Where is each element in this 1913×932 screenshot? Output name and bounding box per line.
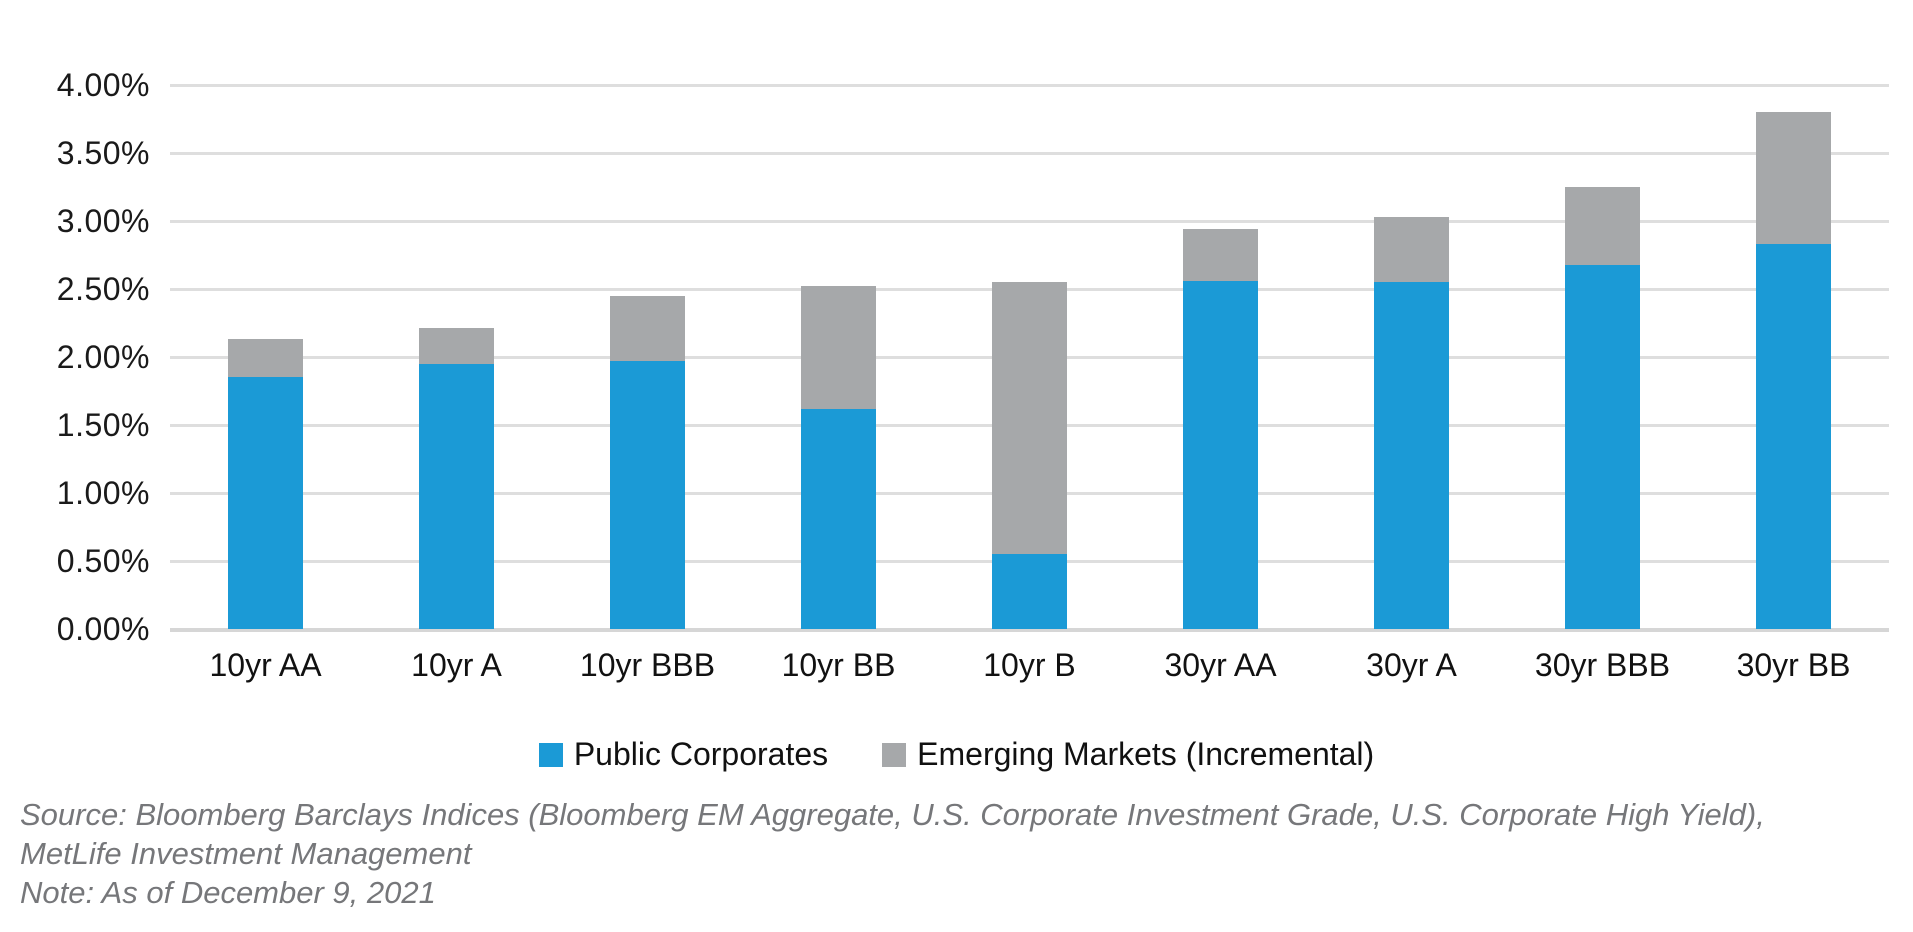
x-axis-baseline: [170, 628, 1889, 632]
y-axis-tick-label: 3.50%: [56, 135, 150, 171]
legend-swatch-emerging-markets-incremental-icon: [882, 742, 907, 767]
y-axis-tick-label: 1.00%: [56, 475, 150, 511]
gridline: [170, 220, 1889, 223]
bar-segment-public-corporates-30yr-a: [1374, 282, 1449, 629]
bar-group-10yr-b: [934, 85, 1125, 629]
y-axis-tick-label: 3.00%: [56, 203, 150, 239]
x-axis-category-label-10yr-a: 10yr A: [411, 647, 502, 683]
x-axis-category-label-30yr-bb: 30yr BB: [1736, 647, 1851, 683]
y-axis-tick-label: 1.50%: [56, 407, 150, 443]
bar-group-10yr-bb: [743, 85, 934, 629]
source-note: Source: Bloomberg Barclays Indices (Bloo…: [20, 795, 1765, 912]
bar-segment-emerging-markets-incremental-10yr-bbb: [610, 295, 685, 362]
y-axis-tick-label: 0.50%: [56, 543, 150, 579]
y-axis-tick-label: 2.00%: [56, 339, 150, 375]
chart-legend: Public Corporates Emerging Markets (Incre…: [0, 736, 1913, 773]
legend-item-public-corporates: Public Corporates: [538, 736, 829, 773]
bar-group-10yr-a: [361, 85, 552, 629]
bar-segment-emerging-markets-incremental-10yr-b: [992, 282, 1067, 555]
source-line-2: MetLife Investment Management: [20, 836, 472, 871]
y-axis-tick-label: 0.00%: [56, 611, 150, 647]
bar-segment-public-corporates-10yr-bb: [801, 408, 876, 629]
bar-segment-public-corporates-10yr-b: [992, 554, 1067, 629]
y-axis-tick-label: 2.50%: [56, 271, 150, 307]
bar-group-30yr-bb: [1698, 85, 1889, 629]
bar-segment-public-corporates-30yr-bbb: [1565, 264, 1640, 629]
note-line: Note: As of December 9, 2021: [20, 875, 436, 910]
bar-group-10yr-bbb: [552, 85, 743, 629]
legend-label-public-corporates: Public Corporates: [573, 736, 829, 772]
bar-segment-emerging-markets-incremental-30yr-aa: [1183, 229, 1258, 281]
bar-group-30yr-aa: [1125, 85, 1316, 629]
x-axis-category-label-30yr-a: 30yr A: [1366, 647, 1457, 683]
source-line-1: Source: Bloomberg Barclays Indices (Bloo…: [20, 797, 1765, 832]
bar-group-10yr-aa: [170, 85, 361, 629]
bar-segment-emerging-markets-incremental-10yr-bb: [801, 286, 876, 409]
legend-swatch-public-corporates-icon: [538, 742, 563, 767]
bar-segment-emerging-markets-incremental-10yr-a: [419, 328, 494, 364]
y-axis-tick-label: 4.00%: [56, 67, 150, 103]
gridline: [170, 152, 1889, 155]
gridline: [170, 84, 1889, 87]
bar-segment-emerging-markets-incremental-10yr-aa: [228, 339, 303, 378]
x-axis-category-label-30yr-aa: 30yr AA: [1164, 647, 1277, 683]
bar-group-30yr-bbb: [1507, 85, 1698, 629]
bar-segment-public-corporates-10yr-bbb: [610, 361, 685, 629]
bar-segment-public-corporates-10yr-aa: [228, 377, 303, 629]
bar-segment-public-corporates-30yr-bb: [1756, 244, 1831, 629]
bar-segment-public-corporates-10yr-a: [419, 363, 494, 629]
bar-group-30yr-a: [1316, 85, 1507, 629]
bar-segment-public-corporates-30yr-aa: [1183, 280, 1258, 629]
x-axis-category-label-10yr-b: 10yr B: [983, 647, 1076, 683]
bar-segment-emerging-markets-incremental-30yr-a: [1374, 216, 1449, 283]
x-axis-category-label-10yr-bb: 10yr BB: [781, 647, 896, 683]
x-axis-category-label-10yr-bbb: 10yr BBB: [579, 647, 716, 683]
x-axis-category-label-10yr-aa: 10yr AA: [209, 647, 322, 683]
legend-item-emerging-markets-incremental: Emerging Markets (Incremental): [882, 736, 1374, 773]
x-axis-category-label-30yr-bbb: 30yr BBB: [1534, 647, 1671, 683]
legend-label-emerging-markets-incremental: Emerging Markets (Incremental): [917, 736, 1375, 772]
bar-segment-emerging-markets-incremental-30yr-bb: [1756, 112, 1831, 245]
bar-segment-emerging-markets-incremental-30yr-bbb: [1565, 187, 1640, 265]
